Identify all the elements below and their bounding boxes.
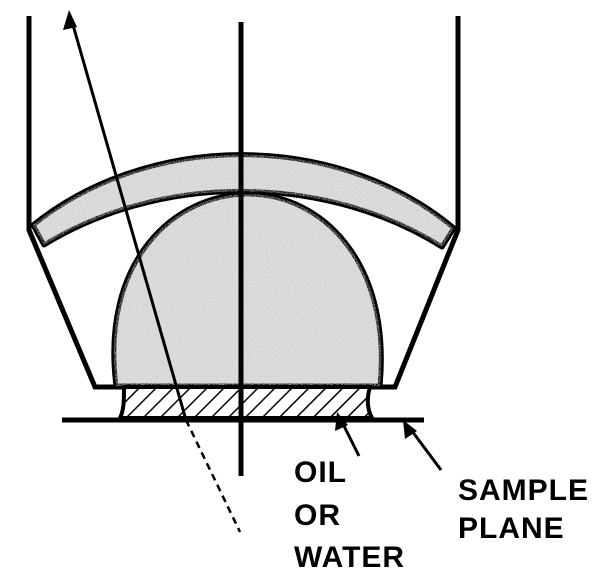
- label-or: OR: [294, 499, 341, 532]
- light-ray-extension: [184, 419, 242, 533]
- hemispherical-lens-texture: [113, 194, 382, 386]
- housing-left-wall: [26, 16, 124, 390]
- immersion-layer: [116, 385, 376, 420]
- meniscus-lens-texture: [33, 154, 454, 247]
- label-plane: PLANE: [458, 512, 565, 545]
- oil-pointer-arrowhead: [335, 412, 348, 431]
- light-ray: [69, 17, 188, 421]
- oil-pointer-line: [340, 421, 361, 457]
- light-ray-arrowhead: [63, 10, 77, 30]
- label-oil: OIL: [294, 456, 347, 489]
- sample-pointer-line: [410, 430, 443, 471]
- label-sample: SAMPLE: [458, 474, 590, 507]
- sample-pointer-arrowhead: [403, 420, 417, 439]
- label-water: WATER: [294, 541, 406, 574]
